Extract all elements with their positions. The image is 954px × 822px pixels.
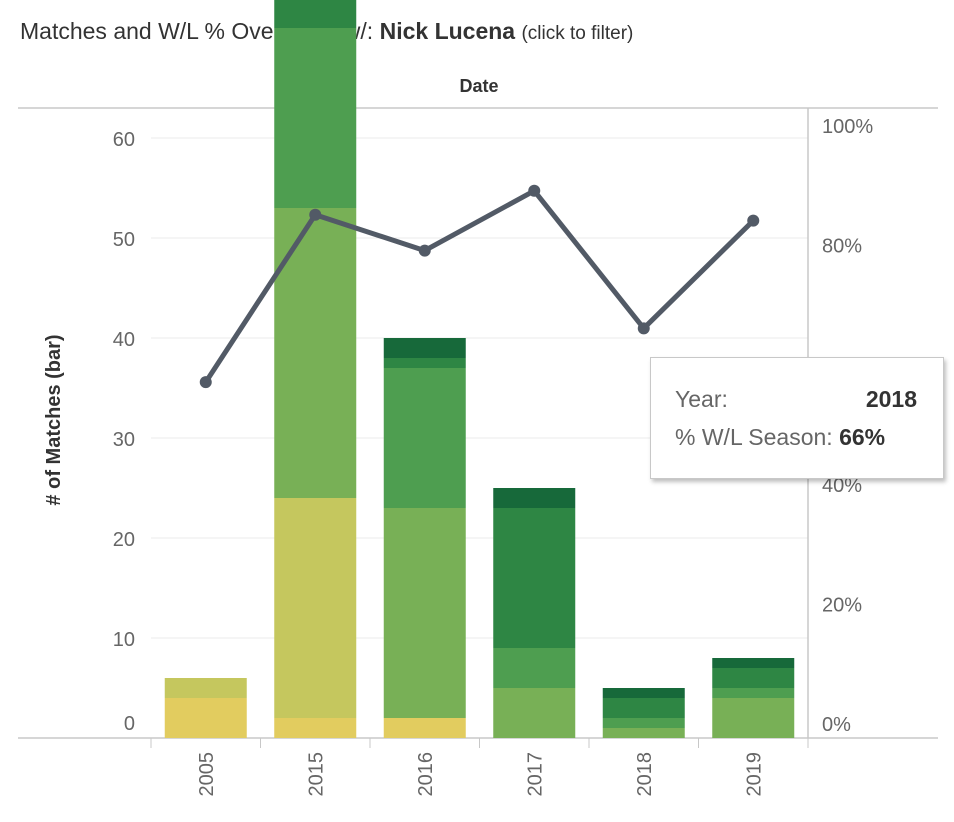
bar-segment-2015-4 [274, 0, 357, 28]
tooltip-year-row: Year: 2018 [675, 386, 917, 413]
bar-segment-2017-4 [493, 508, 576, 648]
filter-hint: (click to filter) [521, 23, 634, 44]
tooltip-year-value: 2018 [865, 386, 917, 412]
bar-segment-2016-0 [383, 718, 466, 738]
x-tick-label-2016: 2016 [415, 752, 437, 797]
wl-polyline [203, 188, 756, 384]
wl-line [199, 184, 760, 389]
bar-segment-2018-5 [602, 688, 685, 698]
y-axis-title: # of Matches (bar) [43, 334, 65, 505]
x-tick-label-2015: 2015 [305, 752, 327, 797]
y-tick-label: 50 [113, 229, 135, 251]
tooltip-year-label: Year: [675, 386, 728, 412]
gridlines [151, 137, 808, 639]
wl-point-2018 [637, 322, 650, 335]
bar-segment-2017-2 [493, 688, 576, 738]
bar-segment-2016-4 [383, 358, 466, 368]
bar-segment-2005-0 [164, 698, 247, 738]
bar-segment-2018-3 [602, 718, 685, 728]
bar-segment-2017-3 [493, 648, 576, 688]
y-tick-label: 0 [124, 713, 135, 735]
wl-point-2015 [309, 208, 322, 221]
bar-segment-2018-4 [602, 698, 685, 718]
x-tick-label-2005: 2005 [196, 752, 218, 797]
bar-segment-2016-5 [383, 338, 466, 358]
x-tick-label-2019: 2019 [743, 752, 765, 797]
bar-segment-2015-1 [274, 498, 357, 718]
wl-point-2016 [418, 244, 431, 257]
wl-point-2019 [747, 214, 760, 227]
tooltip-pct-value: 66% [839, 424, 886, 450]
bar-segment-2015-2 [274, 208, 357, 498]
y2-tick-label: 80% [822, 236, 862, 258]
tooltip-pct-row: % W/L Season: 66% [675, 424, 917, 451]
bar-segment-2016-3 [383, 368, 466, 508]
y2-tick-label: 20% [822, 594, 862, 616]
y-tick-label: 60 [113, 129, 135, 151]
wl-point-2017 [528, 184, 541, 197]
bar-segment-2005-1 [164, 678, 247, 698]
bar-segment-2015-3 [274, 28, 357, 208]
tooltip-pct-label: % W/L Season: [675, 424, 833, 450]
y-tick-label: 40 [113, 329, 135, 351]
x-tick-label-2017: 2017 [524, 752, 546, 797]
bar-segment-2016-2 [383, 508, 466, 718]
y-tick-label: 20 [113, 529, 135, 551]
bar-segment-2019-4 [712, 668, 795, 688]
y2-tick-label: 40% [822, 475, 862, 497]
y-tick-label: 10 [113, 629, 135, 651]
y2-tick-label: 100% [822, 116, 873, 138]
tooltip: Year: 2018 % W/L Season: 66% [650, 357, 944, 479]
y2-tick-label: 0% [822, 714, 851, 736]
bar-segment-2019-5 [712, 658, 795, 668]
wl-point-2005 [199, 376, 212, 389]
bar-segment-2019-2 [712, 698, 795, 738]
y-tick-label: 30 [113, 429, 135, 451]
bar-segment-2018-2 [602, 728, 685, 738]
player-name[interactable]: Nick Lucena [379, 18, 516, 44]
bar-segment-2019-3 [712, 688, 795, 698]
bars [164, 0, 795, 738]
bar-segment-2015-0 [274, 718, 357, 738]
column-header: Date [459, 76, 499, 96]
x-tick-label-2018: 2018 [634, 752, 656, 797]
bar-segment-2017-5 [493, 488, 576, 508]
